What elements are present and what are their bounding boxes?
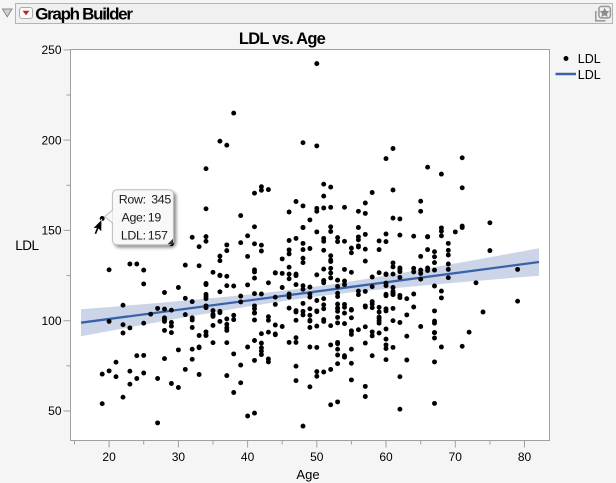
svg-text:20: 20 bbox=[102, 450, 116, 464]
svg-text:157: 157 bbox=[148, 229, 168, 243]
svg-text:50: 50 bbox=[48, 404, 62, 418]
svg-text:19: 19 bbox=[148, 211, 162, 225]
svg-text:30: 30 bbox=[172, 450, 186, 464]
svg-text:Age: Age bbox=[296, 467, 319, 482]
svg-text:LDL vs. Age: LDL vs. Age bbox=[239, 30, 326, 48]
svg-text:100: 100 bbox=[41, 314, 61, 328]
svg-text:345: 345 bbox=[151, 193, 171, 207]
svg-text:Age:: Age: bbox=[122, 211, 146, 225]
svg-text:LDL: LDL bbox=[578, 52, 601, 66]
svg-text:Row:: Row: bbox=[119, 193, 146, 207]
svg-text:150: 150 bbox=[41, 224, 61, 238]
svg-text:250: 250 bbox=[41, 43, 61, 57]
svg-text:70: 70 bbox=[449, 450, 463, 464]
svg-text:80: 80 bbox=[518, 450, 532, 464]
svg-text:60: 60 bbox=[379, 450, 393, 464]
svg-text:LDL: LDL bbox=[15, 238, 39, 253]
svg-text:LDL:: LDL: bbox=[121, 229, 146, 243]
svg-text:Graph Builder: Graph Builder bbox=[35, 4, 133, 23]
svg-text:200: 200 bbox=[41, 133, 61, 147]
svg-text:40: 40 bbox=[241, 450, 255, 464]
svg-text:50: 50 bbox=[310, 450, 324, 464]
svg-text:LDL: LDL bbox=[578, 68, 601, 82]
